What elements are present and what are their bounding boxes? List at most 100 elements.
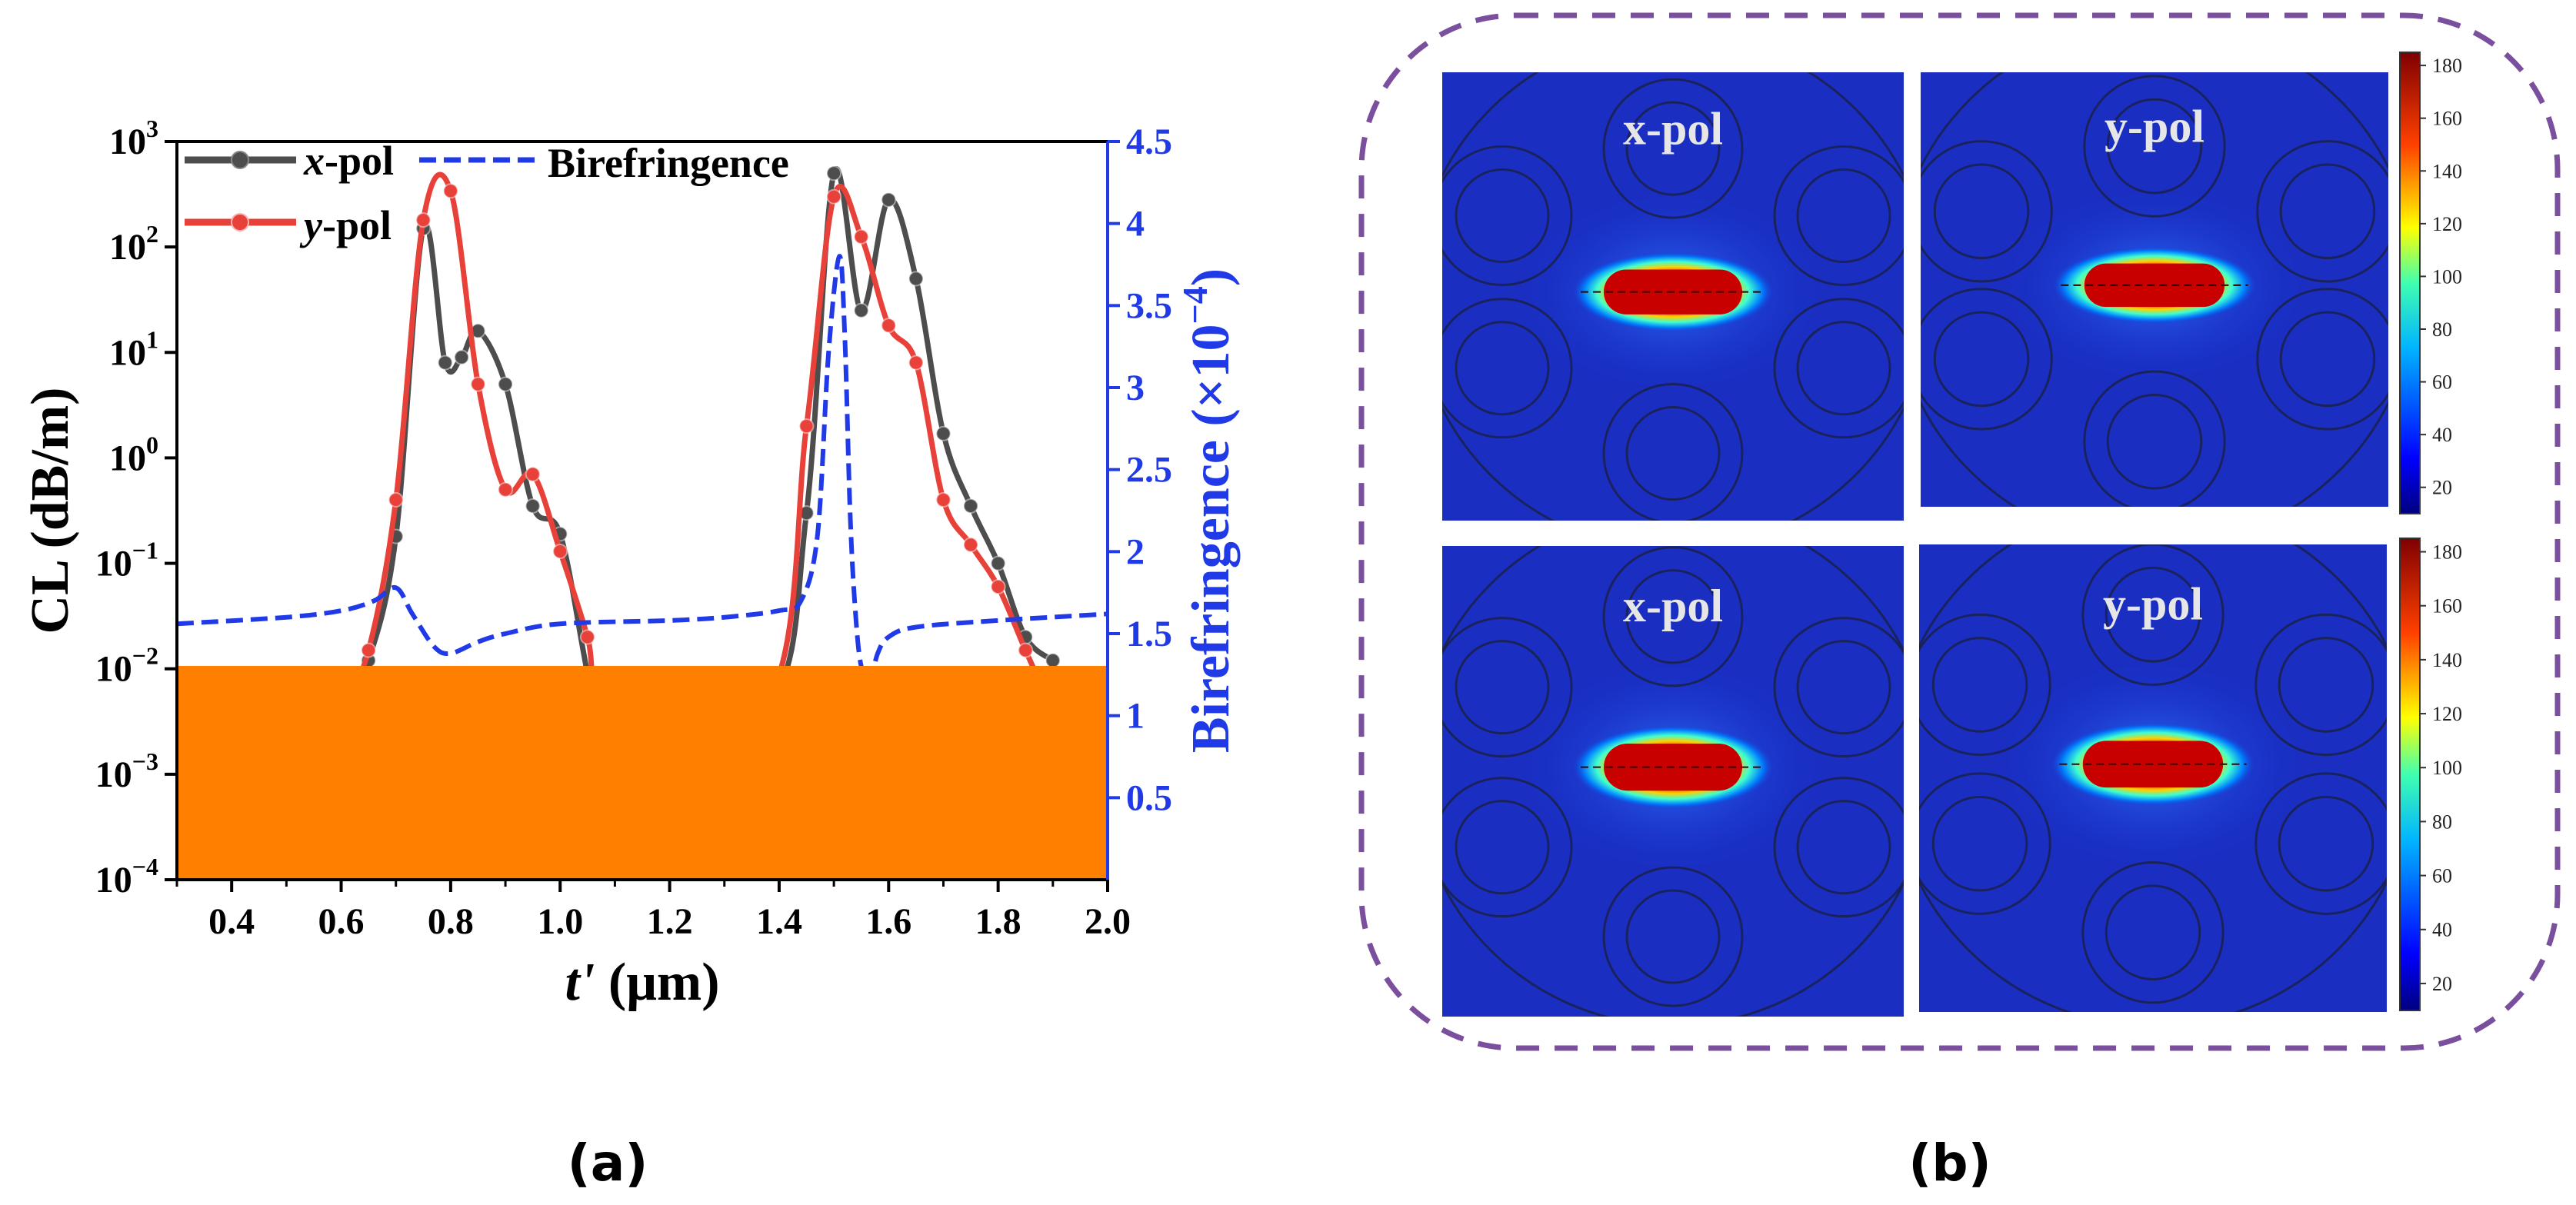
data-point-x-pol	[935, 425, 951, 441]
data-point-y-pol	[881, 318, 897, 334]
data-point-x-pol	[1045, 652, 1061, 668]
y2-tick-label: 1.5	[1126, 614, 1172, 654]
data-point-x-pol	[454, 349, 470, 365]
colorbar-tick-label: 80	[2432, 318, 2452, 341]
y2-tick-label: 3	[1126, 368, 1145, 408]
data-point-y-pol	[1018, 642, 1034, 658]
panel-a-chart: 0.4 0.6 0.8 1.0 1.2 1.4 1.6 1.8 2.0 10−4 10−3 10−2 1…	[21, 115, 1241, 1193]
mode-label-4: y-pol	[2103, 578, 2203, 629]
data-point-y-pol	[525, 466, 541, 482]
legend-x-pol-marker	[231, 151, 249, 169]
data-point-x-pol	[498, 376, 514, 392]
y2-tick-label: 1	[1126, 696, 1145, 737]
series-line-y-pol	[338, 171, 1055, 751]
axis-ticks: 0.4 0.6 0.8 1.0 1.2 1.4 1.6 1.8 2.0 10−4 10−3 10−2 1…	[95, 115, 1172, 942]
y2-tick-label: 2.5	[1126, 450, 1172, 491]
colorbar-2: 180 160 140 120 100 80 60 40 20	[2399, 538, 2462, 1011]
y-tick-label: 10−2	[95, 642, 158, 690]
data-point-x-pol	[525, 498, 541, 514]
x-axis-label: t' (μm)	[565, 953, 719, 1012]
data-point-x-pol	[437, 355, 453, 371]
y-tick-label: 100	[109, 431, 158, 478]
data-point-y-pol	[963, 537, 979, 553]
mode-image-4: y-pol	[1919, 544, 2387, 1012]
y2-tick-label: 0.5	[1126, 777, 1172, 818]
colorbar-1: 180 160 140 120 100 80 60 40 20	[2399, 52, 2462, 514]
colorbar-tick-label: 120	[2432, 703, 2462, 725]
panel-b-caption: (b)	[1908, 1133, 1991, 1193]
colorbar-tick-label: 160	[2432, 595, 2462, 617]
y-tick-label: 103	[109, 115, 158, 162]
data-point-y-pol	[470, 376, 486, 392]
y-tick-label: 102	[109, 220, 158, 268]
data-point-y-pol	[498, 481, 514, 498]
y2-tick-label: 4	[1126, 204, 1145, 245]
colorbar-tick-label: 180	[2432, 541, 2462, 564]
data-point-y-pol	[935, 492, 951, 508]
orange-occluder-block	[177, 666, 1108, 880]
panel-b-mode-fields: x-pol y-pol x-pol y-pol 180 160 140 120 100 80 60…	[1358, 12, 2561, 1193]
y-tick-label: 10−1	[95, 537, 158, 584]
data-point-y-pol	[908, 355, 924, 371]
mode-image-1: x-pol	[1442, 72, 1904, 521]
x-tick-label: 0.4	[208, 901, 255, 942]
x-tick-label: 1.8	[975, 901, 1021, 942]
colorbar-tick-label: 100	[2432, 757, 2462, 779]
colorbars: 180 160 140 120 100 80 60 40 20 180 160 140 120 100 80…	[2399, 52, 2462, 1011]
data-point-x-pol	[826, 165, 842, 181]
x-tick-label: 1.4	[756, 901, 802, 942]
colorbar-tick-label: 40	[2432, 919, 2452, 941]
colorbar-tick-label: 20	[2432, 477, 2452, 499]
mode-label-2: y-pol	[2104, 101, 2204, 151]
colorbar-tick-label: 60	[2432, 865, 2452, 887]
data-point-y-pol	[579, 629, 595, 645]
y-tick-label: 10−3	[95, 747, 158, 795]
data-point-y-pol	[388, 492, 404, 508]
colorbar-tick-label: 60	[2432, 371, 2452, 394]
x-tick-label: 0.8	[428, 901, 474, 942]
legend-birefringence-label: Birefringence	[548, 140, 789, 186]
y-tick-label: 10−4	[95, 853, 158, 900]
colorbar-tick-label: 20	[2432, 973, 2452, 995]
y2-tick-label: 2	[1126, 531, 1145, 572]
y-tick-label: 101	[109, 325, 158, 373]
colorbar-tick-label: 180	[2432, 55, 2462, 77]
data-point-y-pol	[361, 642, 377, 658]
mode-label-3: x-pol	[1623, 581, 1723, 631]
data-point-y-pol	[853, 228, 869, 245]
colorbar-tick-label: 80	[2432, 811, 2452, 833]
x-tick-label: 2.0	[1085, 901, 1131, 942]
colorbar-tick-label: 40	[2432, 424, 2452, 446]
data-point-y-pol	[990, 578, 1006, 594]
legend-y-pol-label: y-pol	[299, 202, 392, 248]
x-tick-label: 1.2	[647, 901, 693, 942]
x-tick-label: 0.6	[318, 901, 365, 942]
x-tick-label: 1.0	[537, 901, 583, 942]
data-point-x-pol	[963, 498, 979, 514]
mode-image-3: x-pol	[1442, 546, 1904, 1017]
data-point-x-pol	[990, 555, 1006, 571]
colorbar-tick-label: 160	[2432, 108, 2462, 130]
data-point-y-pol	[415, 212, 432, 228]
mode-images: x-pol y-pol x-pol y-pol	[1442, 72, 2388, 1017]
series-line-birefringence	[177, 254, 1108, 686]
data-point-x-pol	[853, 302, 869, 318]
data-point-y-pol	[798, 418, 815, 434]
data-point-y-pol	[826, 188, 842, 205]
mode-image-2: y-pol	[1921, 72, 2388, 507]
legend: x-pol Birefringence y-pol	[185, 138, 789, 248]
x-tick-label: 1.6	[865, 901, 911, 942]
y-axis-label: CL (dB/m)	[21, 388, 80, 634]
colorbar-tick-label: 120	[2432, 213, 2462, 235]
data-point-x-pol	[908, 271, 924, 287]
legend-x-pol-label: x-pol	[303, 138, 394, 184]
panel-a-caption: (a)	[568, 1133, 648, 1193]
dashed-rounded-frame	[1358, 12, 2561, 1051]
legend-y-pol-marker	[231, 213, 249, 231]
y2-tick-label: 4.5	[1126, 121, 1172, 162]
y2-tick-label: 3.5	[1126, 285, 1172, 326]
data-point-x-pol	[881, 191, 897, 208]
colorbar-tick-label: 140	[2432, 649, 2462, 671]
y2-axis-label: Birefringence (×10−4)	[1175, 268, 1241, 753]
